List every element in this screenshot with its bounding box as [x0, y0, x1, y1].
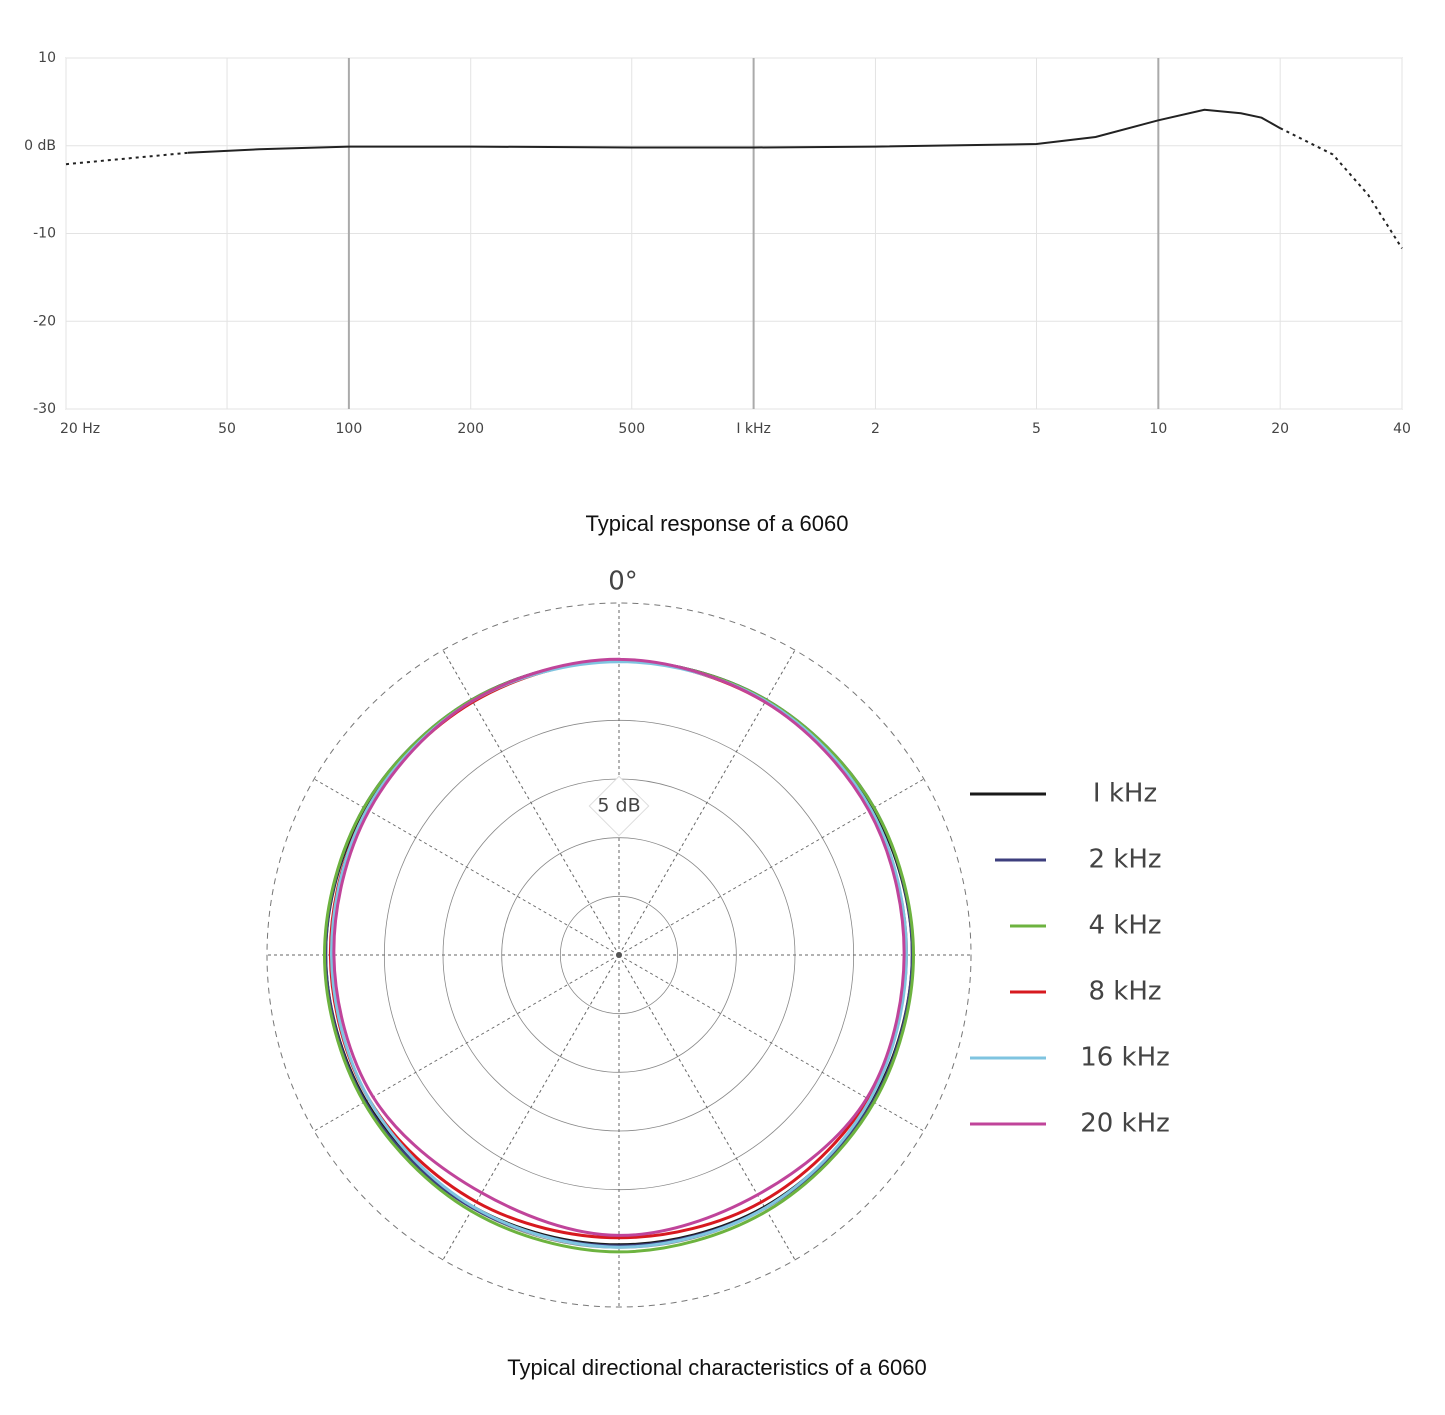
legend-label: 16 kHz: [1080, 1043, 1170, 1073]
legend-label: 4 kHz: [1088, 911, 1161, 941]
spoke: [618, 954, 925, 1132]
scale-label: 5 dB: [597, 795, 640, 817]
x-tick-label: 500: [618, 421, 645, 437]
polar-curve: [322, 658, 916, 1254]
ring: [559, 895, 679, 1015]
legend-label: I kHz: [1093, 779, 1157, 809]
polar-curve: [332, 657, 906, 1237]
x-tick-label: 20: [1271, 421, 1289, 437]
response-line: [1279, 127, 1403, 249]
y-tick-label: 10: [38, 50, 56, 66]
legend-label: 2 kHz: [1088, 845, 1161, 875]
x-tick-label: 50: [218, 421, 236, 437]
y-tick-label: -10: [33, 226, 56, 242]
center-dot: [616, 952, 622, 958]
x-tick-label: 40: [1393, 421, 1411, 437]
spoke: [313, 954, 620, 1132]
x-tick-label: 100: [336, 421, 363, 437]
spoke: [618, 954, 796, 1261]
ring: [501, 837, 737, 1073]
legend-label: 8 kHz: [1088, 977, 1161, 1007]
x-tick-label: 5: [1032, 421, 1041, 437]
legend-label: 20 kHz: [1080, 1109, 1170, 1139]
spoke: [618, 778, 925, 956]
caption: Typical response of a 6060: [586, 511, 849, 536]
scale-label-bg: [588, 775, 650, 837]
caption: Typical directional characteristics of a…: [507, 1355, 926, 1380]
response-line: [187, 108, 1281, 154]
spoke: [442, 954, 620, 1261]
x-tick-label: I kHz: [736, 421, 771, 437]
spoke: [618, 649, 796, 956]
spoke: [313, 778, 620, 956]
y-tick-label: -30: [33, 401, 56, 417]
polar-curve: [329, 660, 909, 1249]
y-tick-label: -20: [33, 313, 56, 329]
spoke: [442, 649, 620, 956]
outer-ring: [266, 602, 972, 1308]
response-line: [65, 151, 188, 166]
angle-label: 0°: [608, 567, 638, 597]
y-tick-label: 0 dB: [24, 138, 56, 154]
x-tick-label: 200: [457, 421, 484, 437]
x-tick-label: 20 Hz: [60, 421, 100, 437]
x-tick-label: 2: [871, 421, 880, 437]
x-tick-label: 10: [1149, 421, 1167, 437]
